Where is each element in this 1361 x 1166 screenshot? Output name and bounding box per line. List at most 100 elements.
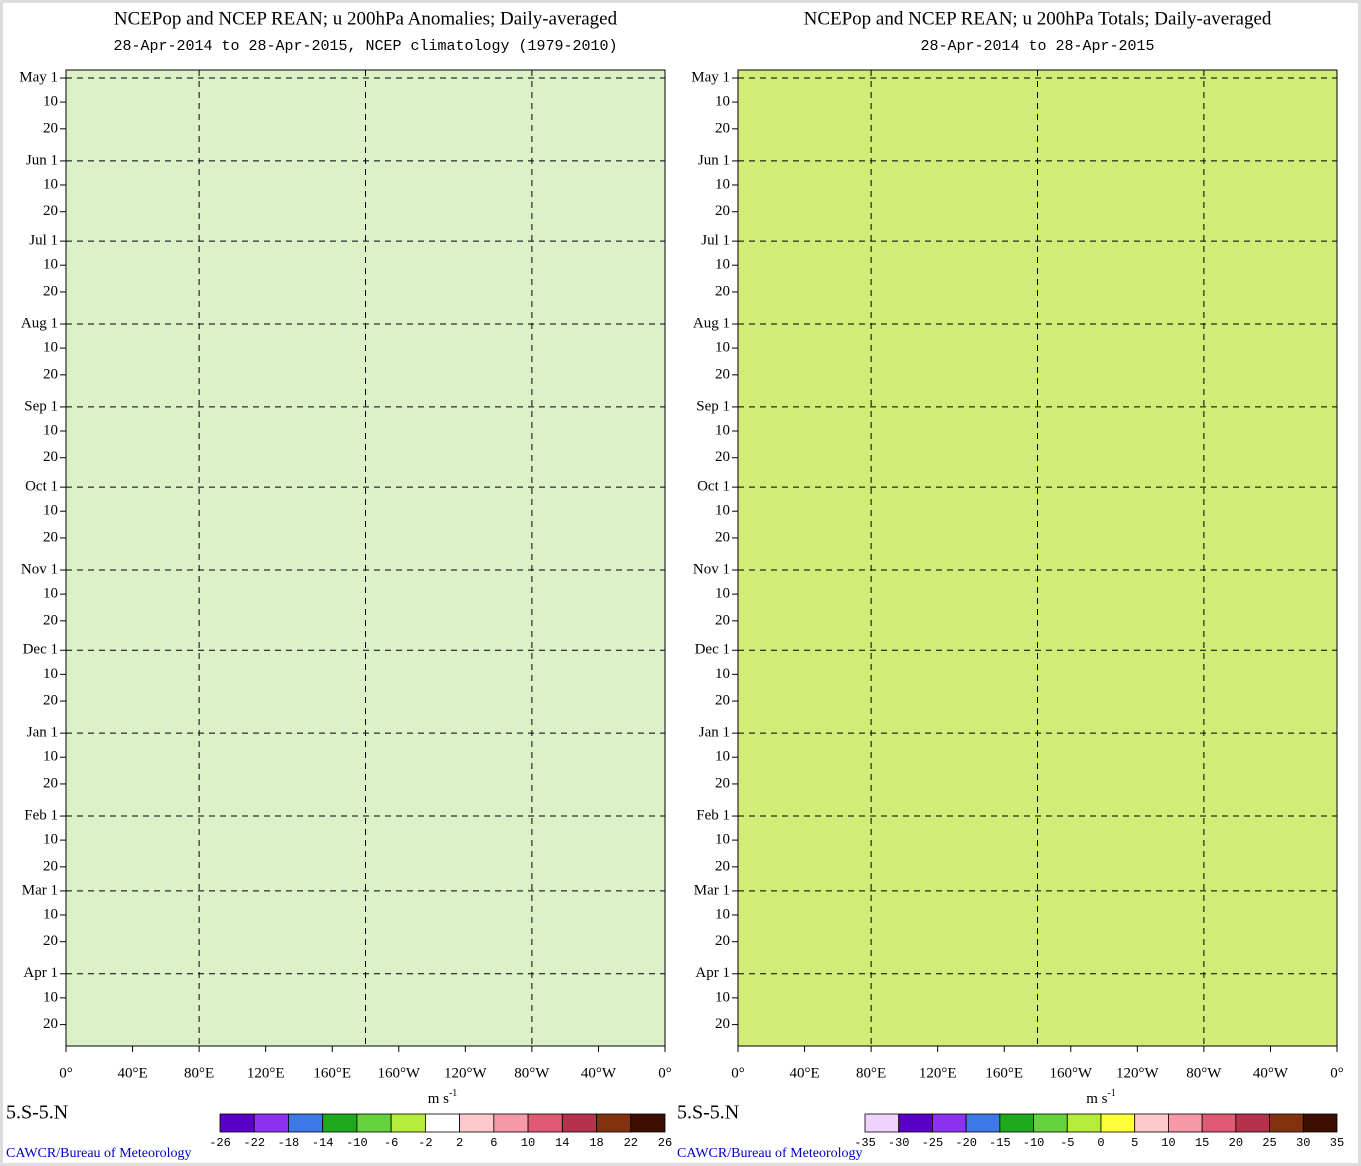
y-tick-label: Mar 1 [694, 882, 730, 898]
y-tick-label: Sep 1 [696, 398, 730, 414]
y-tick-label: Feb 1 [24, 807, 58, 823]
y-tick-label: Jan 1 [699, 725, 730, 741]
colorbar-label: 2 [456, 1136, 463, 1150]
colorbar-label: 35 [1330, 1136, 1344, 1150]
y-tick-label: 10 [43, 586, 58, 602]
y-tick-label: 20 [715, 529, 730, 545]
colorbar-box [999, 1113, 1034, 1133]
title: NCEPop and NCEP REAN; u 200hPa Anomalies… [114, 8, 618, 29]
y-tick-label: Jun 1 [698, 152, 730, 168]
y-tick-label: Aug 1 [21, 315, 58, 331]
colorbar-box [288, 1113, 324, 1133]
colorbar-box [253, 1113, 289, 1133]
y-tick-label: 10 [43, 906, 58, 922]
y-tick-label: 10 [43, 989, 58, 1005]
colorbar-label: 5 [1131, 1136, 1138, 1150]
y-tick-label: 10 [715, 906, 730, 922]
y-tick-label: 10 [715, 94, 730, 110]
y-tick-label: 20 [43, 858, 58, 874]
x-tick-label: 0° [1330, 1065, 1344, 1081]
colorbar-box [1066, 1113, 1102, 1133]
units-exponent: -1 [449, 1088, 457, 1099]
y-tick-label: Apr 1 [695, 965, 730, 981]
colorbar-box [596, 1113, 632, 1133]
y-tick-label: 20 [715, 933, 730, 949]
y-tick-label: 10 [43, 666, 58, 682]
colorbar-label: 30 [1296, 1136, 1310, 1150]
colorbar-label: 6 [490, 1136, 497, 1150]
y-tick-label: 10 [43, 94, 58, 110]
colorbar-label: 10 [521, 1136, 535, 1150]
colorbar-box [1269, 1113, 1304, 1133]
colorbar-box [1100, 1113, 1136, 1133]
y-tick-label: 20 [43, 283, 58, 299]
x-tick-label: 40°E [117, 1065, 147, 1081]
y-tick-label: Jul 1 [29, 233, 58, 249]
y-tick-label: 10 [715, 176, 730, 192]
y-tick-label: 20 [43, 366, 58, 382]
x-tick-label: 160°E [313, 1065, 351, 1081]
x-tick-label: 80°W [514, 1065, 550, 1081]
x-tick-label: 0° [59, 1065, 73, 1081]
x-tick-label: 160°E [985, 1065, 1023, 1081]
x-tick-label: 160°W [377, 1065, 420, 1081]
y-tick-label: 10 [715, 832, 730, 848]
colorbar-label: -35 [854, 1136, 876, 1150]
colorbar-label: -10 [346, 1136, 368, 1150]
y-tick-label: Apr 1 [23, 965, 58, 981]
colorbar-box [493, 1113, 529, 1133]
y-tick-label: 10 [43, 340, 58, 356]
x-tick-label: 40°W [1253, 1065, 1289, 1081]
y-tick-label: 20 [715, 612, 730, 628]
colorbar-box [1134, 1113, 1169, 1133]
colorbar-box [1201, 1113, 1237, 1133]
colorbar-box [390, 1113, 426, 1133]
y-tick-label: 10 [43, 422, 58, 438]
y-tick-label: Dec 1 [23, 642, 58, 658]
colorbar-box [1168, 1113, 1203, 1133]
region-label: 5.S-5.N [6, 1102, 68, 1124]
y-tick-label: 20 [43, 120, 58, 136]
y-tick-label: Nov 1 [21, 561, 58, 577]
y-tick-label: 10 [43, 257, 58, 273]
colorbar-box [527, 1113, 563, 1133]
y-tick-label: 10 [715, 586, 730, 602]
x-tick-label: 80°E [184, 1065, 214, 1081]
y-tick-label: Feb 1 [696, 807, 730, 823]
y-tick-label: Jul 1 [701, 233, 730, 249]
colorbar-box [1235, 1113, 1270, 1133]
y-tick-label: 20 [43, 692, 58, 708]
colorbar-box [1033, 1113, 1068, 1133]
colorbar-box [932, 1113, 967, 1133]
x-tick-label: 120°W [444, 1065, 487, 1081]
y-tick-label: Jun 1 [26, 152, 58, 168]
colorbar-label: 0 [1097, 1136, 1104, 1150]
x-tick-label: 120°W [1116, 1065, 1159, 1081]
colorbar-box [965, 1113, 1001, 1133]
y-tick-label: May 1 [19, 69, 58, 85]
colorbar-label: 26 [658, 1136, 672, 1150]
y-tick-label: 20 [43, 449, 58, 465]
colorbar-box [459, 1113, 495, 1133]
y-tick-label: 20 [43, 1016, 58, 1032]
y-tick-label: 20 [715, 449, 730, 465]
units-exponent: -1 [1107, 1088, 1115, 1099]
units: m s [1086, 1091, 1107, 1107]
colorbar-label: -25 [922, 1136, 944, 1150]
y-tick-label: 10 [715, 666, 730, 682]
colorbar-box [898, 1113, 933, 1133]
colorbar-box [424, 1113, 461, 1133]
x-tick-label: 0° [731, 1065, 745, 1081]
colorbar-box [356, 1113, 392, 1133]
y-tick-label: 20 [43, 933, 58, 949]
y-tick-label: Dec 1 [695, 642, 730, 658]
y-tick-label: 10 [715, 503, 730, 519]
y-tick-label: 10 [715, 749, 730, 765]
y-tick-label: 10 [715, 340, 730, 356]
colorbar-box [864, 1113, 900, 1133]
y-tick-label: 20 [715, 283, 730, 299]
y-tick-label: Oct 1 [697, 479, 730, 495]
y-tick-label: 10 [43, 749, 58, 765]
colorbar-label: -6 [384, 1136, 398, 1150]
y-tick-label: 20 [715, 366, 730, 382]
